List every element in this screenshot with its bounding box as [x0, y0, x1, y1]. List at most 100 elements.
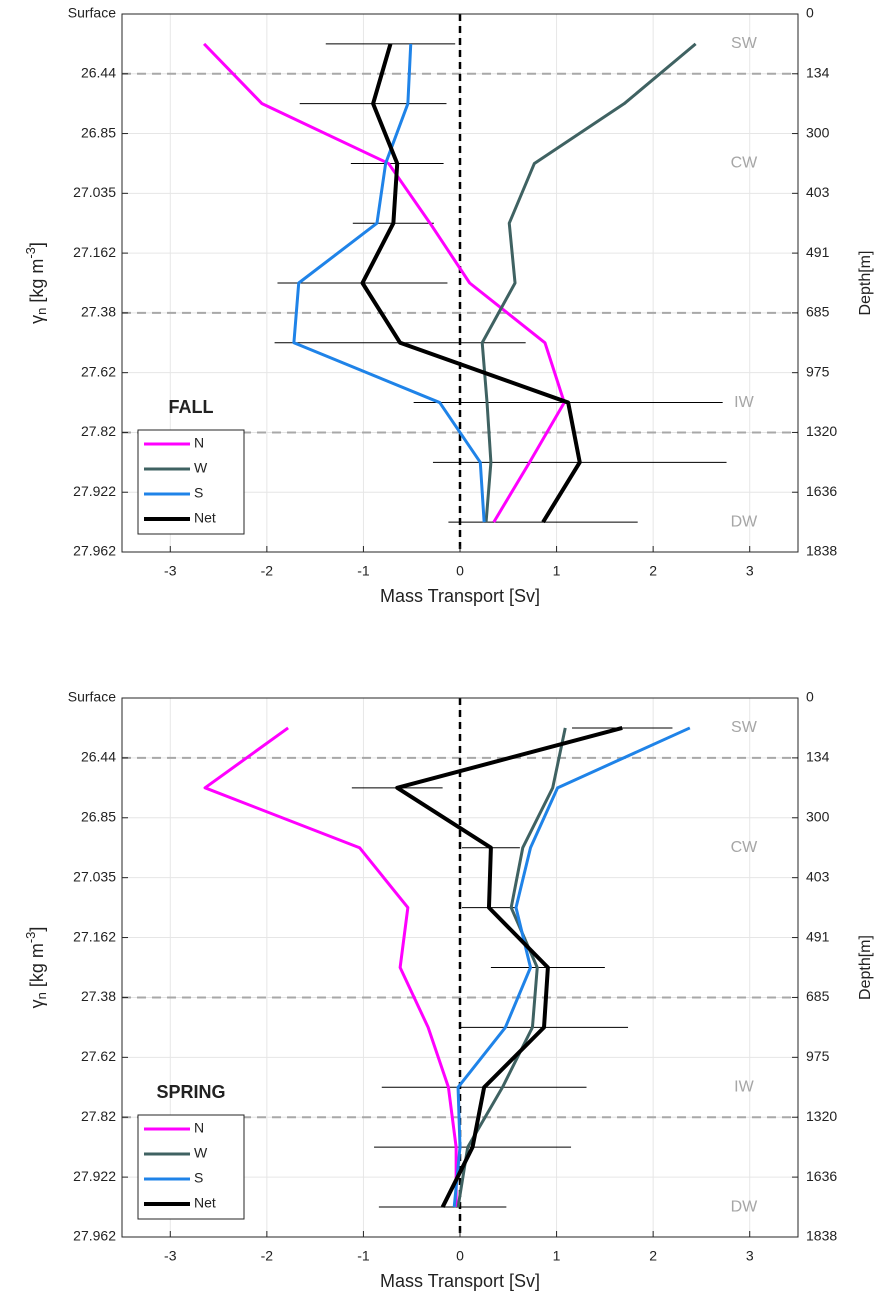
x-tick-label: 2	[649, 563, 657, 579]
y-axis-label-part: [kg m	[27, 943, 47, 992]
water-mass-label: DW	[731, 513, 759, 530]
legend-box	[137, 429, 245, 535]
legend-label: W	[194, 1145, 208, 1161]
y-tick-label: 27.922	[73, 1168, 116, 1184]
y-tick-label: 26.85	[81, 124, 116, 140]
series-line	[480, 42, 697, 523]
y2-tick-label: 491	[806, 244, 830, 260]
y2-tick-label: 134	[806, 64, 830, 80]
y2-axis-label: Depth[m]	[857, 251, 874, 316]
x-tick-label: -3	[164, 1248, 177, 1264]
x-tick-label: -2	[261, 563, 274, 579]
y2-tick-label: 975	[806, 363, 830, 379]
y2-tick-label: 403	[806, 184, 830, 200]
y-axis-label-part: γ	[27, 315, 47, 324]
legend-label: S	[194, 1170, 203, 1186]
y2-tick-label: 403	[806, 868, 830, 884]
y2-tick-label: 1838	[806, 1228, 837, 1244]
y-axis-label-part: ]	[27, 242, 47, 247]
y-axis-label-part: n	[34, 992, 49, 999]
y2-tick-label: 1636	[806, 483, 837, 499]
chart-panel: SW CW IW DW -3 -2 -1 0 1 2 3 Surface 26.44 26.85 27.03…	[23, 689, 874, 1291]
legend-label: S	[194, 485, 203, 501]
y2-tick-label: 1838	[806, 543, 837, 559]
legend-label: N	[194, 1120, 204, 1136]
y-tick-label: 27.38	[81, 304, 116, 320]
series-line	[360, 43, 582, 524]
x-axis-label: Mass Transport [Sv]	[380, 1271, 540, 1291]
y2-tick-label: 1636	[806, 1168, 837, 1184]
y-axis-label-part: n	[34, 308, 49, 315]
y-axis-label: γn [kg m-3]	[23, 242, 49, 324]
series-line	[395, 726, 623, 1208]
chart-panel: SW CW IW DW -3 -2 -1 0 1 2 3 Surface 26.44 26.85 27.03…	[23, 5, 874, 606]
y-tick-label: 27.38	[81, 988, 116, 1004]
water-mass-label: SW	[731, 719, 758, 736]
y-tick-label: Surface	[68, 5, 116, 21]
legend-label: Net	[194, 510, 216, 526]
y2-tick-label: 300	[806, 808, 830, 824]
x-tick-label: 1	[553, 1248, 561, 1264]
x-tick-label: -3	[164, 563, 177, 579]
y-tick-label: 27.62	[81, 363, 116, 379]
x-tick-label: 3	[746, 563, 754, 579]
x-tick-label: 0	[456, 1248, 464, 1264]
y-tick-label: 27.82	[81, 1108, 116, 1124]
y-tick-label: 27.162	[73, 244, 116, 260]
legend-label: W	[194, 460, 208, 476]
y-tick-label: Surface	[68, 689, 116, 705]
y2-tick-label: 491	[806, 928, 830, 944]
y-tick-label: 26.85	[81, 808, 116, 824]
x-tick-label: 2	[649, 1248, 657, 1264]
series-line	[456, 727, 567, 1208]
y-tick-label: 27.035	[73, 184, 116, 200]
y-tick-label: 27.035	[73, 868, 116, 884]
x-tick-label: -1	[357, 563, 370, 579]
y-axis-label-part: ]	[27, 927, 47, 932]
y-tick-label: 27.962	[73, 1228, 116, 1244]
y2-tick-label: 1320	[806, 423, 837, 439]
series-line	[452, 726, 691, 1208]
x-tick-label: 3	[746, 1248, 754, 1264]
y-tick-label: 27.82	[81, 423, 116, 439]
y2-axis-label: Depth[m]	[857, 935, 874, 1000]
y-tick-label: 27.62	[81, 1048, 116, 1064]
y2-tick-label: 0	[806, 689, 814, 705]
legend-box	[137, 1114, 245, 1220]
y-tick-label: 26.44	[81, 64, 116, 80]
series-line	[203, 42, 566, 523]
water-mass-label: CW	[731, 155, 759, 172]
legend-label: N	[194, 435, 204, 451]
y2-tick-label: 1320	[806, 1108, 837, 1124]
water-mass-label: SW	[731, 35, 758, 52]
y-axis-label-part: -3	[23, 247, 38, 259]
x-tick-label: -1	[357, 1248, 370, 1264]
water-mass-label: CW	[731, 839, 759, 856]
y-axis-label-part: γ	[27, 999, 47, 1008]
y2-tick-label: 975	[806, 1048, 830, 1064]
y2-tick-label: 685	[806, 304, 830, 320]
y-axis-label: γn [kg m-3]	[23, 927, 49, 1009]
water-mass-label: DW	[731, 1198, 759, 1215]
series-line	[203, 726, 458, 1208]
x-tick-label: 1	[553, 563, 561, 579]
y-axis-label-part: -3	[23, 932, 38, 944]
x-tick-label: 0	[456, 563, 464, 579]
y2-tick-label: 134	[806, 749, 830, 765]
y-tick-label: 27.962	[73, 543, 116, 559]
legend-title: SPRING	[156, 1082, 225, 1102]
legend-label: Net	[194, 1195, 216, 1211]
legend-title: FALL	[169, 397, 214, 417]
y2-tick-label: 0	[806, 5, 814, 21]
y-tick-label: 27.922	[73, 483, 116, 499]
y2-tick-label: 685	[806, 988, 830, 1004]
x-tick-label: -2	[261, 1248, 274, 1264]
y-tick-label: 26.44	[81, 749, 116, 765]
series-line	[292, 43, 486, 523]
y-tick-label: 27.162	[73, 928, 116, 944]
water-mass-label: IW	[734, 394, 754, 411]
water-mass-label: IW	[734, 1078, 754, 1095]
x-axis-label: Mass Transport [Sv]	[380, 586, 540, 606]
